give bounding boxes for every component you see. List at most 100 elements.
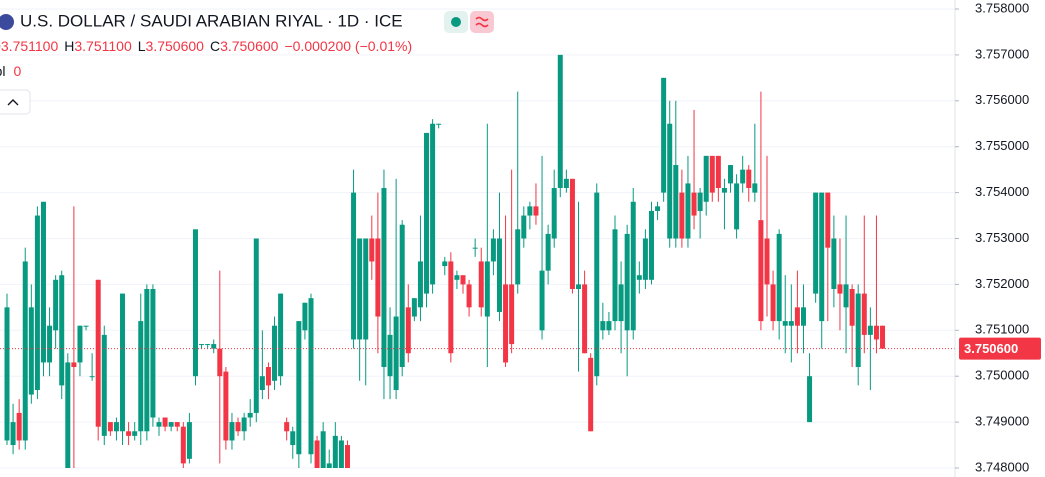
- candle-body: [843, 284, 849, 308]
- candle-body: [229, 422, 235, 441]
- volume-value: 0: [13, 63, 21, 79]
- candle-body: [22, 261, 28, 441]
- candle-body: [156, 422, 162, 427]
- candle-body: [588, 357, 594, 432]
- candle-body: [667, 123, 673, 239]
- candle-body: [120, 293, 126, 432]
- candle-body: [539, 270, 545, 331]
- delay-icon: [475, 16, 489, 28]
- candle-body: [521, 215, 527, 239]
- candle-body: [89, 376, 95, 378]
- candle-body: [405, 307, 411, 354]
- candle-body: [837, 284, 843, 294]
- flag-icon: [0, 14, 14, 30]
- candle-body: [40, 201, 46, 363]
- candle-body: [740, 169, 746, 184]
- last-price-tag: [959, 337, 1041, 360]
- candle-body: [807, 376, 813, 423]
- candle-body: [545, 233, 551, 271]
- ohlc-value: 3.750600: [220, 38, 279, 54]
- candle-body: [302, 302, 308, 331]
- candle-body: [880, 325, 886, 349]
- candle-body: [253, 238, 259, 413]
- candle-body: [168, 422, 174, 427]
- candle-body: [825, 192, 831, 248]
- candle-body: [594, 192, 600, 377]
- candle-body: [205, 344, 211, 346]
- candle-body: [800, 307, 806, 326]
- candle-body: [496, 238, 502, 312]
- y-tick-label: 3.748000: [975, 459, 1029, 474]
- candle-body: [642, 238, 648, 280]
- candle-body: [284, 422, 290, 432]
- candle-body: [424, 132, 430, 294]
- ohlc-value: 3.751100: [1, 38, 59, 54]
- candle-body: [95, 279, 101, 427]
- y-tick-label: 3.749000: [975, 414, 1029, 429]
- candle-body: [624, 233, 630, 331]
- candle-body: [557, 54, 563, 189]
- candle-body: [849, 288, 855, 326]
- candle-body: [65, 362, 71, 468]
- candle-body: [831, 238, 837, 289]
- candle-body: [290, 431, 296, 446]
- candle-body: [59, 275, 65, 386]
- candle-body: [776, 233, 782, 322]
- candle-body: [28, 307, 34, 395]
- y-tick-label: 3.750000: [975, 368, 1029, 383]
- candle-body: [430, 123, 436, 285]
- candle-body: [199, 344, 205, 346]
- candle-body: [606, 321, 612, 331]
- ohlc-legend: O3.751100H3.751100L3.750600C3.750600−0.0…: [0, 38, 412, 54]
- candle-body: [715, 155, 721, 189]
- candle-body: [442, 261, 448, 267]
- candle-body: [867, 325, 873, 335]
- y-tick-label: 3.757000: [975, 46, 1029, 61]
- y-tick-label: 3.753000: [975, 230, 1029, 245]
- candle-body: [618, 284, 624, 322]
- plot-area: [0, 8, 955, 469]
- candle-body: [685, 183, 691, 239]
- candle-body: [782, 321, 788, 326]
- candle-body: [363, 238, 369, 340]
- candle-body: [709, 155, 715, 193]
- candle-body: [448, 261, 454, 354]
- delay-badge[interactable]: [470, 11, 494, 33]
- candle-body: [351, 192, 357, 340]
- candle-body: [734, 183, 740, 230]
- candle-body: [308, 298, 314, 455]
- candle-body: [460, 275, 466, 285]
- candle-body: [758, 220, 764, 322]
- volume-legend: Vol 0: [0, 63, 21, 79]
- ohlc-value: 3.750600: [146, 38, 205, 54]
- candle-body: [83, 325, 89, 327]
- candle-body: [417, 261, 423, 308]
- candle-body: [533, 206, 539, 216]
- candle-body: [484, 261, 490, 317]
- candle-body: [278, 293, 284, 377]
- candle-body: [247, 412, 253, 418]
- y-tick-label: 3.758000: [975, 0, 1029, 15]
- candle-body: [509, 284, 515, 345]
- candle-body: [393, 316, 399, 390]
- candle-body: [101, 334, 107, 436]
- candle-body: [655, 206, 661, 211]
- candle-body: [612, 229, 618, 322]
- ohlc-key: C: [210, 38, 220, 54]
- candle-body: [411, 298, 417, 317]
- y-tick-label: 3.756000: [975, 92, 1029, 107]
- candle-body: [223, 371, 229, 441]
- candle-body: [387, 334, 393, 377]
- candle-body: [648, 210, 654, 280]
- candle-body: [490, 238, 496, 262]
- candle-body: [144, 288, 150, 432]
- candle-body: [503, 284, 509, 363]
- candle-body: [217, 348, 223, 377]
- candle-body: [132, 431, 138, 436]
- candle-body: [126, 431, 132, 436]
- candle-body: [192, 229, 198, 377]
- chart-title: U.S. DOLLAR / SAUDI ARABIAN RIYAL · 1D ·…: [20, 11, 403, 30]
- change-value: −0.000200 (−0.01%): [284, 38, 412, 54]
- candle-body: [47, 325, 53, 363]
